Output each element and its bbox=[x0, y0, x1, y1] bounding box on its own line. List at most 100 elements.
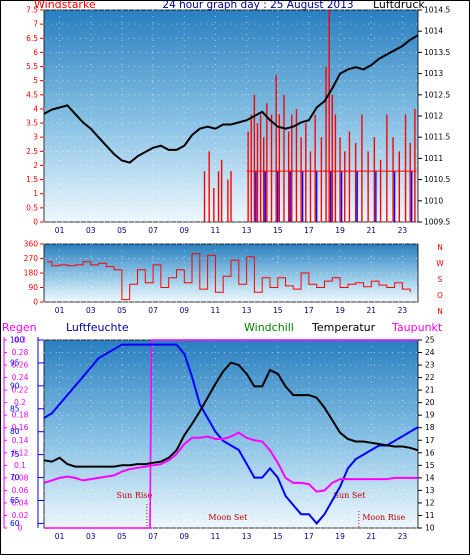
wind-gust-bars bbox=[203, 10, 417, 222]
wind-tick-label: 5.5 bbox=[26, 62, 38, 71]
hour-tick-label: 21 bbox=[366, 306, 376, 315]
rain-tick-label: 0.08 bbox=[12, 473, 29, 482]
temperature-tick-label: 16 bbox=[425, 448, 435, 457]
pressure-tick-label: 1011 bbox=[424, 154, 443, 163]
rain-tick-label: 0.12 bbox=[12, 448, 29, 457]
hour-tick-label: 13 bbox=[242, 226, 252, 235]
temperature-tick-label: 25 bbox=[425, 336, 435, 345]
hour-tick-label: 05 bbox=[117, 226, 127, 235]
hour-tick-label: 01 bbox=[55, 226, 65, 235]
moon-set-annotation: Moon Set bbox=[208, 513, 248, 522]
hour-tick-label: 09 bbox=[179, 306, 189, 315]
hour-tick-label: 07 bbox=[148, 226, 158, 235]
temperature-tick-label: 24 bbox=[425, 348, 435, 357]
compass-label: N bbox=[437, 243, 443, 252]
temperature-legend: Temperatur bbox=[311, 321, 376, 334]
rain-tick-label: 0.22 bbox=[12, 386, 29, 395]
temperature-tick-label: 17 bbox=[425, 436, 435, 445]
hour-tick-label: 11 bbox=[211, 226, 221, 235]
windchill-legend: Windchill bbox=[244, 321, 294, 334]
humidity-tick-label: 75 bbox=[10, 450, 20, 459]
hour-tick-label: 19 bbox=[335, 532, 345, 541]
temperature-tick-label: 11 bbox=[425, 511, 435, 520]
direction-tick-label: 90 bbox=[28, 283, 38, 292]
hour-tick-label: 19 bbox=[335, 306, 345, 315]
rain-tick-label: 0.06 bbox=[12, 486, 29, 495]
wind-speed-label: Windstärke bbox=[34, 0, 96, 11]
temperature-plot-area bbox=[43, 339, 419, 529]
compass-label: W bbox=[436, 259, 444, 268]
rain-tick-label: 0.14 bbox=[12, 436, 29, 445]
rain-tick-label: 0.1 bbox=[14, 461, 26, 470]
rain-tick-label: 0.18 bbox=[12, 411, 29, 420]
hour-tick-label: 01 bbox=[55, 306, 65, 315]
rain-tick-label: 0.28 bbox=[12, 348, 29, 357]
humidity-tick-label: 80 bbox=[10, 427, 20, 436]
rain-tick-label: 0.16 bbox=[12, 423, 29, 432]
humidity-label: Luftfeuchte bbox=[66, 321, 129, 334]
humidity-tick-label: 100 bbox=[10, 336, 25, 345]
rain-tick-label: 0 bbox=[18, 524, 23, 533]
hour-tick-label: 15 bbox=[273, 532, 283, 541]
rain-tick-label: 0.3 bbox=[14, 336, 26, 345]
hour-tick-label: 03 bbox=[86, 306, 96, 315]
direction-tick-label: 360 bbox=[24, 240, 39, 249]
rain-tick-label: 0.24 bbox=[12, 373, 29, 382]
pressure-tick-label: 1011.5 bbox=[424, 133, 450, 142]
wind-tick-label: 2.5 bbox=[26, 147, 38, 156]
wind-tick-label: 1 bbox=[33, 189, 38, 198]
hour-tick-label: 17 bbox=[304, 532, 314, 541]
compass-label: O bbox=[437, 291, 443, 300]
humidity-tick-label: 60 bbox=[10, 519, 20, 528]
direction-tick-label: 0 bbox=[33, 298, 38, 307]
compass-label: N bbox=[437, 307, 443, 316]
rain-tick-label: 0.04 bbox=[12, 498, 29, 507]
temperature-tick-label: 19 bbox=[425, 411, 435, 420]
hour-tick-label: 05 bbox=[117, 532, 127, 541]
wind-tick-label: 0.5 bbox=[26, 203, 38, 212]
sun-moon-annotations: Sun Rise Moon Set Sun Set Moon Rise bbox=[117, 491, 405, 528]
temperature-tick-label: 15 bbox=[425, 461, 435, 470]
temperature-ticks: 10 11 12 13 14 15 16 17 18 19 20 21 22 23 24 25 bbox=[418, 336, 435, 533]
rain-tick-label: 0.02 bbox=[12, 511, 29, 520]
humidity-ticks: 60 65 70 75 80 85 90 95 100 bbox=[10, 336, 44, 528]
humidity-tick-label: 95 bbox=[10, 358, 20, 367]
temperature-tick-label: 18 bbox=[425, 423, 435, 432]
wind-pressure-hour-ticks: 01 03 05 07 09 11 13 15 17 19 21 23 bbox=[55, 226, 408, 235]
chart-title: 24 hour graph day : 25 August 2013 bbox=[162, 0, 353, 11]
wind-tick-label: 3 bbox=[33, 133, 38, 142]
hour-tick-label: 05 bbox=[117, 306, 127, 315]
wind-direction-ticks: 0 90 180 270 360 bbox=[24, 240, 44, 307]
pressure-tick-label: 1014.5 bbox=[424, 6, 450, 15]
rain-tick-label: 0.2 bbox=[14, 398, 26, 407]
humidity-tick-label: 90 bbox=[10, 381, 20, 390]
temperature-line bbox=[43, 361, 419, 468]
temperature-tick-label: 20 bbox=[425, 398, 435, 407]
hour-tick-label: 15 bbox=[273, 226, 283, 235]
rain-line bbox=[44, 339, 418, 529]
hour-tick-label: 21 bbox=[366, 532, 376, 541]
hour-tick-label: 03 bbox=[86, 226, 96, 235]
hour-tick-label: 17 bbox=[304, 306, 314, 315]
wind-direction-hour-ticks: 01 03 05 07 09 11 13 15 17 19 21 23 bbox=[55, 306, 408, 315]
wind-tick-label: 4.5 bbox=[26, 90, 38, 99]
hour-tick-label: 11 bbox=[211, 306, 221, 315]
hour-tick-label: 07 bbox=[148, 532, 158, 541]
temperature-tick-label: 21 bbox=[425, 386, 435, 395]
humidity-line bbox=[43, 343, 419, 525]
pressure-label: Luftdruck bbox=[373, 0, 425, 11]
wind-tick-label: 4 bbox=[33, 104, 38, 113]
temperature-hour-ticks: 01 03 05 07 09 11 13 15 17 19 21 23 bbox=[55, 532, 408, 541]
wind-direction-line bbox=[47, 253, 411, 301]
temperature-tick-label: 12 bbox=[425, 498, 435, 507]
wind-tick-label: 5 bbox=[33, 76, 38, 85]
wind-speed-ticks: 0 0.5 1 1.5 2 2.5 3 3.5 4 4.5 5 5.5 6 6.5 7 7.5 bbox=[26, 6, 44, 227]
hour-tick-label: 23 bbox=[398, 306, 408, 315]
humidity-tick-label: 85 bbox=[10, 404, 20, 413]
rain-label: Regen bbox=[2, 321, 37, 334]
wind-pressure-panel: 00.511.522.533.544.555.566.577.5 1009.51… bbox=[26, 0, 450, 235]
hour-tick-label: 03 bbox=[86, 532, 96, 541]
